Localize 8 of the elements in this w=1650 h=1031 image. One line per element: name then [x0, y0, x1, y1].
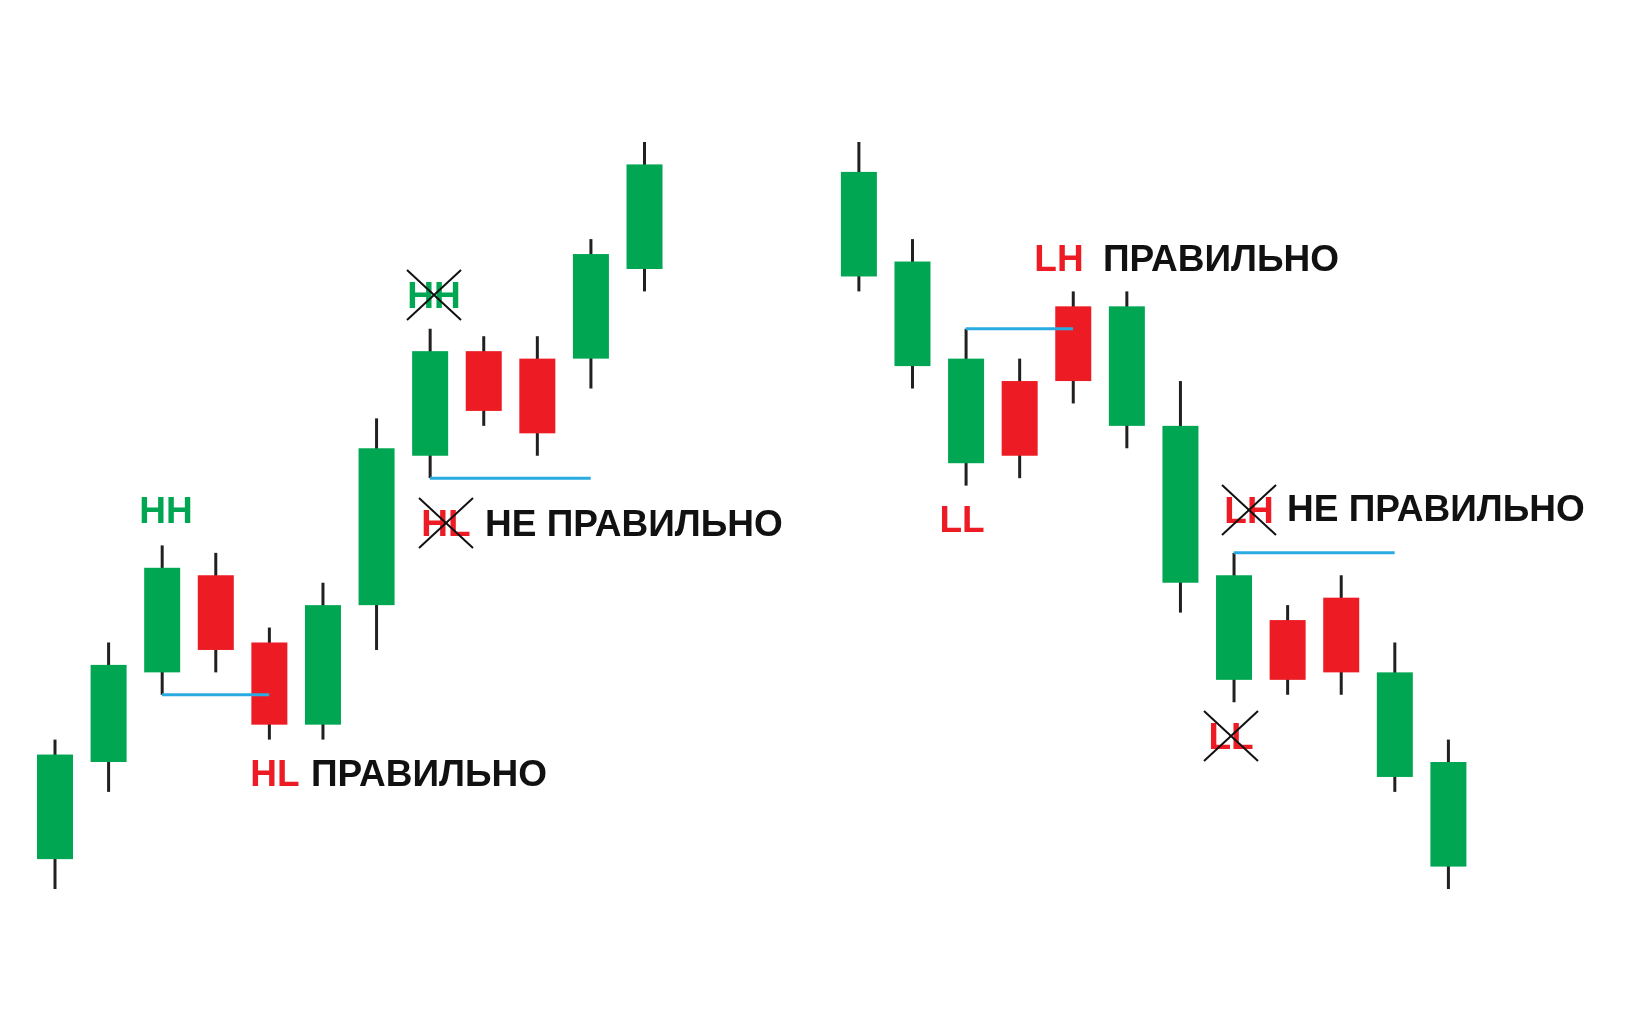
annotation: НЕ ПРАВИЛЬНО	[485, 502, 783, 544]
annotation: HL	[250, 752, 300, 794]
annotation: LL	[939, 498, 985, 540]
annotation: НЕ ПРАВИЛЬНО	[1287, 487, 1585, 529]
annotation: ПРАВИЛЬНО	[311, 752, 548, 794]
annotation: HH	[139, 489, 193, 531]
annotation: ПРАВИЛЬНО	[1103, 237, 1340, 279]
annotation: LH	[1034, 237, 1084, 279]
